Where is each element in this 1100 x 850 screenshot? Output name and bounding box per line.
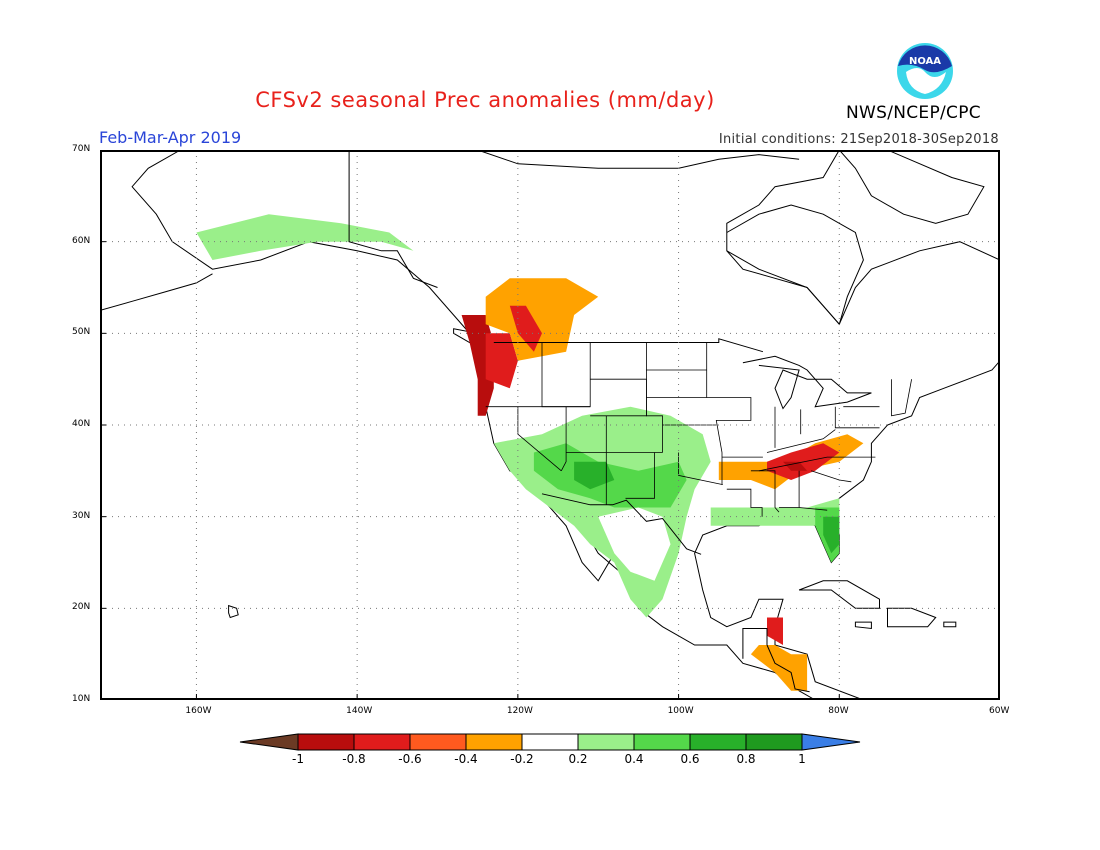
land-puerto-rico bbox=[943, 621, 957, 628]
lat-tick-label: 30N bbox=[72, 510, 91, 521]
precip-anomaly-map bbox=[100, 150, 1000, 700]
border-layer bbox=[348, 150, 912, 693]
colorbar-label: -0.8 bbox=[342, 752, 365, 766]
colorbar-swatch bbox=[353, 733, 411, 751]
lon-tick-label: 100W bbox=[667, 706, 694, 716]
land-hawaii bbox=[228, 604, 239, 619]
colorbar-low-arrow bbox=[239, 733, 299, 751]
initial-conditions-label: Initial conditions: 21Sep2018-30Sep2018 bbox=[718, 132, 999, 147]
agency-label: NWS/NCEP/CPC bbox=[846, 103, 981, 123]
state-boundary bbox=[678, 452, 723, 485]
state-boundary bbox=[758, 456, 876, 472]
lon-tick-label: 160W bbox=[185, 706, 212, 716]
lon-tick-label: 140W bbox=[346, 706, 373, 716]
land-jamaica bbox=[854, 621, 872, 630]
colorbar-swatch bbox=[521, 733, 579, 751]
anomaly-central-mexico-white-gap bbox=[598, 507, 671, 581]
anomaly-yucatan bbox=[767, 617, 783, 645]
season-label: Feb-Mar-Apr 2019 bbox=[99, 128, 242, 147]
border-guatemala-belize bbox=[742, 628, 768, 659]
colorbar-label: 0.2 bbox=[568, 752, 587, 766]
border-alaska-canada bbox=[348, 150, 438, 288]
anomaly-alaska bbox=[196, 214, 414, 260]
state-boundary bbox=[706, 342, 752, 453]
lat-tick-label: 60N bbox=[72, 235, 91, 246]
colorbar-swatch bbox=[409, 733, 467, 751]
border-ca-borders bbox=[766, 644, 810, 693]
state-boundary bbox=[891, 379, 912, 417]
colorbar-swatch bbox=[633, 733, 691, 751]
anomaly-florida-core bbox=[823, 516, 840, 554]
colorbar-label: 0.6 bbox=[680, 752, 699, 766]
lon-tick-label: 60W bbox=[989, 706, 1010, 716]
state-boundary bbox=[766, 429, 836, 453]
colorbar-label: 0.4 bbox=[624, 752, 643, 766]
colorbar-swatch bbox=[297, 733, 355, 751]
coastline-hudson-bay bbox=[726, 204, 864, 326]
anomaly-tennessee-valley-center bbox=[783, 461, 808, 471]
noaa-logo: NOAA bbox=[897, 43, 953, 99]
colorbar-swatch bbox=[745, 733, 803, 751]
map-title-text: CFSv2 seasonal Prec anomalies (mm/day) bbox=[255, 88, 715, 112]
colorbar-swatch bbox=[689, 733, 747, 751]
anomaly-washington-bc-interior bbox=[485, 333, 518, 389]
state-boundary bbox=[726, 488, 763, 517]
coastline-great-lakes bbox=[742, 355, 872, 410]
state-boundary bbox=[750, 470, 780, 513]
anomaly-gulf-coast bbox=[710, 498, 840, 526]
state-boundary bbox=[834, 406, 880, 429]
land-hispaniola bbox=[887, 607, 937, 628]
state-boundary bbox=[646, 342, 663, 453]
lon-tick-label: 80W bbox=[828, 706, 849, 716]
colorbar-high-arrow bbox=[801, 733, 861, 751]
state-boundary bbox=[799, 507, 828, 511]
map-title: CFSv2 seasonal Prec anomalies (mm/day) bbox=[0, 88, 1100, 112]
lat-tick-label: 50N bbox=[72, 327, 91, 338]
colorbar-label: 0.8 bbox=[736, 752, 755, 766]
colorbar-swatch bbox=[577, 733, 635, 751]
noaa-logo-text: NOAA bbox=[909, 56, 941, 67]
colorbar-label: -0.2 bbox=[510, 752, 533, 766]
noaa-logo-sky bbox=[898, 45, 952, 73]
lat-tick-label: 10N bbox=[72, 694, 91, 704]
anomaly-bc-red-patches bbox=[509, 305, 542, 352]
colorbar: -1 -0.8 -0.6 -0.4 -0.2 0.2 0.4 0.6 0.8 1 bbox=[239, 733, 861, 766]
colorbar-label: -0.4 bbox=[454, 752, 477, 766]
state-boundary bbox=[560, 406, 567, 471]
colorbar-swatch bbox=[465, 733, 523, 751]
lat-tick-label: 20N bbox=[72, 602, 91, 613]
land-baffin-island bbox=[838, 150, 985, 224]
anomaly-arizona-new-mexico bbox=[574, 461, 615, 490]
anomaly-british-columbia-alberta bbox=[485, 278, 599, 361]
colorbar-label: -1 bbox=[292, 752, 304, 766]
border-us-mexico bbox=[541, 493, 702, 555]
colorbar-label: -0.6 bbox=[398, 752, 421, 766]
state-boundary bbox=[625, 452, 655, 499]
border-us-canada-49th bbox=[493, 338, 764, 353]
colorbar-label: 1 bbox=[798, 752, 806, 766]
state-boundary bbox=[517, 406, 562, 472]
lat-tick-label: 40N bbox=[72, 419, 91, 429]
map-frame bbox=[100, 150, 1000, 700]
lat-tick-label: 70N bbox=[72, 144, 91, 154]
lon-tick-label: 120W bbox=[506, 706, 533, 716]
noaa-logo-wave bbox=[906, 68, 946, 94]
coastline-aleutians bbox=[100, 273, 213, 311]
graticule-layer bbox=[100, 150, 1000, 700]
